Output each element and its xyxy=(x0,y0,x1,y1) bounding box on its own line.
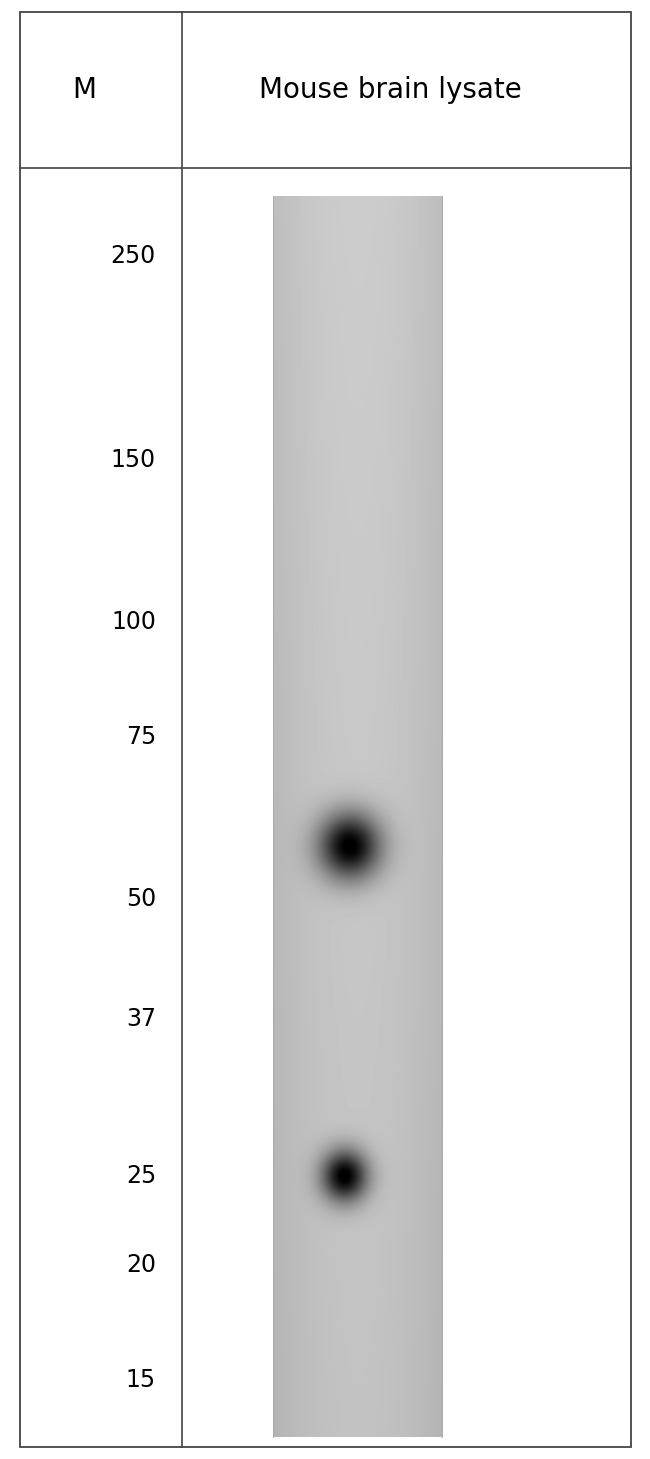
Text: M: M xyxy=(73,76,96,104)
Text: 250: 250 xyxy=(111,244,156,268)
Text: 100: 100 xyxy=(111,610,156,635)
Text: 25: 25 xyxy=(125,1164,156,1188)
Text: 37: 37 xyxy=(126,1007,156,1032)
Text: 15: 15 xyxy=(126,1369,156,1392)
Text: 75: 75 xyxy=(125,725,156,748)
Text: 150: 150 xyxy=(111,448,156,473)
Text: 20: 20 xyxy=(126,1253,156,1277)
Text: Mouse brain lysate: Mouse brain lysate xyxy=(259,76,521,104)
Text: 50: 50 xyxy=(125,887,156,910)
